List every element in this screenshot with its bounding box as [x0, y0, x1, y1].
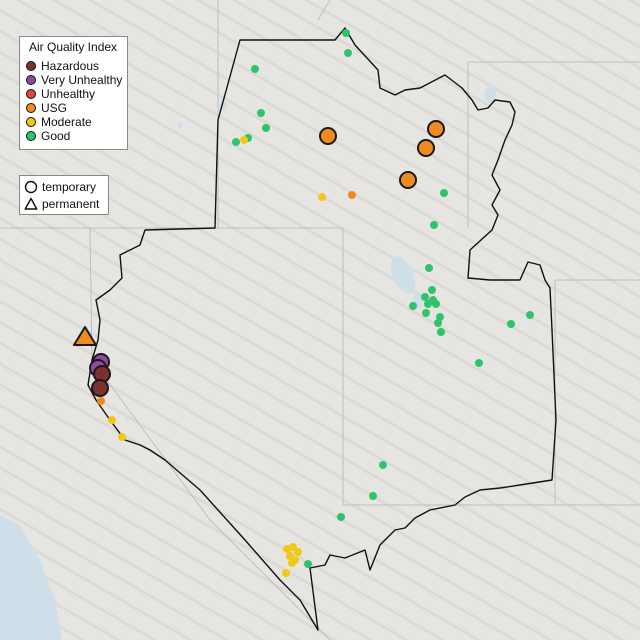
usg-swatch-icon — [26, 103, 36, 113]
legend-label: permanent — [42, 197, 100, 211]
aqi-monitor-usg — [319, 127, 337, 145]
legend-item-hazardous: Hazardous — [26, 59, 99, 73]
legend-label: Unhealthy — [41, 87, 96, 101]
aqi-marker-good — [409, 302, 417, 310]
aqi-monitor-usg — [399, 171, 417, 189]
legend-label: temporary — [42, 180, 97, 194]
triangle-outline-icon — [24, 197, 38, 210]
good-markers — [232, 29, 534, 568]
moderate-swatch-icon — [26, 117, 36, 127]
usg-small-markers — [97, 191, 356, 405]
aqi-marker-good — [337, 513, 345, 521]
aqi-marker-usg — [97, 397, 105, 405]
legend-label: Very Unhealthy — [41, 73, 123, 87]
legend-item-good: Good — [26, 129, 70, 143]
aqi-marker-moderate — [288, 559, 296, 567]
aqi-marker-moderate — [118, 433, 126, 441]
aqi-marker-moderate — [318, 193, 326, 201]
aqi-legend-title: Air Quality Index — [29, 40, 118, 54]
good-swatch-icon — [26, 131, 36, 141]
legend-item-unhealthy: Unhealthy — [26, 87, 95, 101]
aqi-marker-good — [507, 320, 515, 328]
legend-item-very-unhealthy: Very Unhealthy — [26, 73, 122, 87]
legend-item-moderate: Moderate — [26, 115, 92, 129]
aqi-marker-good — [526, 311, 534, 319]
circle-outline-icon — [24, 180, 38, 194]
aqi-marker-good — [304, 560, 312, 568]
region-boundary — [87, 27, 557, 631]
unhealthy-swatch-icon — [26, 89, 36, 99]
legend-label: Hazardous — [41, 59, 100, 73]
aqi-marker-usg — [348, 191, 356, 199]
aqi-marker-good — [434, 319, 442, 327]
aqi-marker-good — [425, 264, 433, 272]
aqi-legend: Air Quality Index Hazardous Very Unhealt… — [19, 36, 128, 150]
aqi-monitor-usg — [417, 139, 435, 157]
aqi-marker-good — [342, 29, 350, 37]
legend-label: USG — [41, 101, 68, 115]
aqi-marker-moderate — [240, 136, 248, 144]
legend-label: Moderate — [41, 115, 92, 129]
legend-label: Good — [41, 129, 71, 143]
aqi-marker-good — [379, 461, 387, 469]
aqi-monitor-usg-permanent — [73, 326, 97, 346]
aqi-marker-good — [428, 286, 436, 294]
aqi-marker-good — [262, 124, 270, 132]
very-unhealthy-swatch-icon — [26, 75, 36, 85]
aqi-marker-good — [475, 359, 483, 367]
aqi-marker-good — [251, 65, 259, 73]
hazardous-swatch-icon — [26, 61, 36, 71]
aqi-monitor-hazardous — [91, 379, 109, 397]
legend-item-usg: USG — [26, 101, 67, 115]
moderate-markers — [108, 136, 326, 577]
aqi-marker-good — [432, 300, 440, 308]
aqi-marker-moderate — [294, 548, 302, 556]
pacific-ocean — [0, 515, 62, 640]
usg-temporary-monitors — [319, 120, 445, 189]
aqi-marker-moderate — [282, 569, 290, 577]
aqi-marker-good — [424, 300, 432, 308]
aqi-marker-good — [422, 309, 430, 317]
aqi-marker-moderate — [289, 543, 297, 551]
legend-item-temporary: temporary — [24, 180, 96, 194]
aqi-marker-good — [437, 328, 445, 336]
smoke-cluster-monitors — [89, 353, 111, 397]
aqi-marker-good — [344, 49, 352, 57]
aqi-marker-good — [430, 221, 438, 229]
aqi-marker-good — [257, 109, 265, 117]
aqi-marker-good — [421, 293, 429, 301]
aqi-marker-good — [369, 492, 377, 500]
aqi-monitor-usg — [427, 120, 445, 138]
legend-item-permanent: permanent — [24, 197, 99, 211]
aqi-marker-moderate — [108, 416, 116, 424]
aqi-marker-good — [232, 138, 240, 146]
aqi-marker-good — [440, 189, 448, 197]
monitor-type-legend: temporary permanent — [19, 175, 109, 215]
